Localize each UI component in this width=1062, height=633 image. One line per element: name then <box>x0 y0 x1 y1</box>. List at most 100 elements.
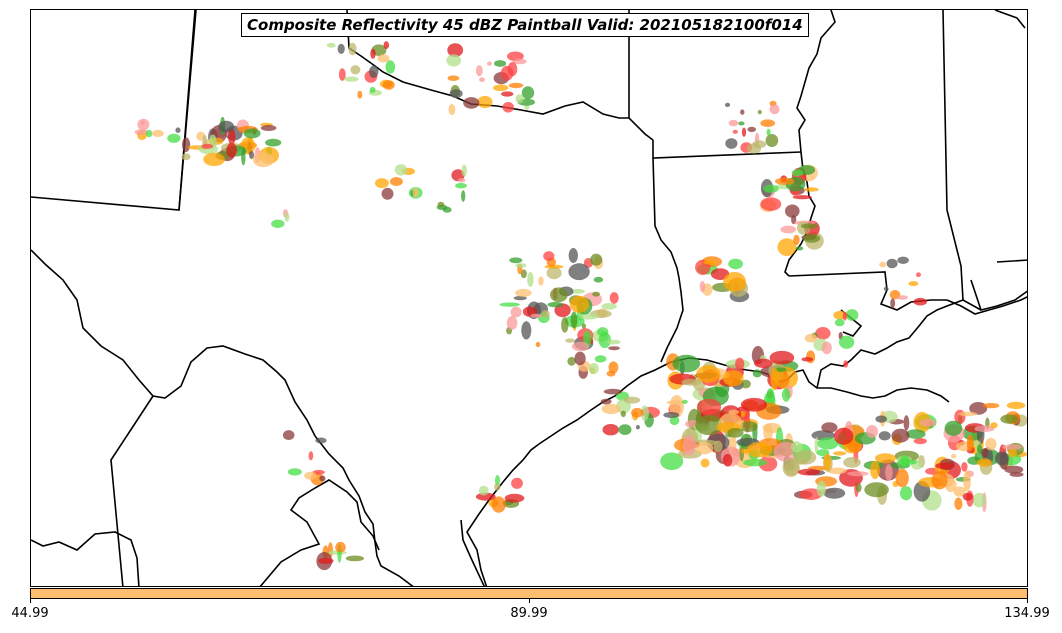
reflectivity-blob <box>682 399 688 404</box>
reflectivity-blob <box>833 451 847 456</box>
reflectivity-blob <box>740 379 751 389</box>
reflectivity-blob <box>781 388 791 402</box>
reflectivity-blob <box>508 82 524 89</box>
reflectivity-blob <box>248 137 253 143</box>
reflectivity-blob <box>833 427 854 445</box>
reflectivity-blob <box>1000 414 1019 424</box>
reflectivity-blob <box>699 280 706 293</box>
reflectivity-blob <box>475 65 483 77</box>
reflectivity-blob <box>449 89 463 98</box>
reflectivity-blob <box>774 367 787 372</box>
reflectivity-blob <box>801 357 814 362</box>
reflectivity-blob <box>590 253 603 266</box>
reflectivity-blob <box>369 65 379 78</box>
reflectivity-blob <box>228 128 236 146</box>
reflectivity-blob <box>318 557 334 565</box>
reflectivity-blob <box>760 197 782 211</box>
reflectivity-blob <box>547 301 564 308</box>
reflectivity-blob <box>495 475 500 486</box>
reflectivity-blob <box>512 58 527 65</box>
reflectivity-blob <box>442 206 452 213</box>
reflectivity-blob <box>631 407 644 418</box>
reflectivity-blob <box>568 248 578 263</box>
map-title: Composite Reflectivity 45 dBZ Paintball … <box>241 13 809 37</box>
reflectivity-blob <box>908 281 919 287</box>
reflectivity-blob <box>335 541 346 553</box>
reflectivity-blob <box>574 351 586 366</box>
reflectivity-blob <box>769 104 780 115</box>
reflectivity-blob <box>896 295 908 300</box>
reflectivity-blob <box>839 335 855 349</box>
reflectivity-blob <box>181 153 191 161</box>
reflectivity-blob <box>799 488 823 501</box>
reflectivity-blob <box>874 453 896 464</box>
reflectivity-blob <box>475 492 496 501</box>
reflectivity-blob <box>804 333 818 343</box>
reflectivity-blob <box>478 485 489 496</box>
reflectivity-blob <box>345 555 365 562</box>
reflectivity-blob <box>870 460 880 480</box>
reflectivity-blob <box>375 178 389 189</box>
reflectivity-blob <box>571 341 590 352</box>
reflectivity-blob <box>593 276 604 283</box>
reflectivity-blob <box>491 496 506 513</box>
reflectivity-blob <box>501 91 514 97</box>
reflectivity-blob <box>931 471 948 490</box>
reflectivity-blob <box>515 263 527 268</box>
reflectivity-blob <box>509 257 523 264</box>
reflectivity-blob <box>823 453 832 471</box>
reflectivity-blob <box>792 195 812 200</box>
reflectivity-blob <box>461 190 466 202</box>
reflectivity-blob <box>175 127 181 133</box>
reflectivity-blob <box>966 434 974 452</box>
reflectivity-blob <box>951 454 957 459</box>
reflectivity-blob <box>550 287 568 303</box>
reflectivity-blob <box>682 434 696 456</box>
reflectivity-blob <box>891 428 910 443</box>
reflectivity-blob <box>640 405 649 421</box>
reflectivity-blob <box>394 164 408 176</box>
reflectivity-blob <box>804 187 819 192</box>
reflectivity-blob <box>843 360 849 368</box>
reflectivity-blob <box>243 128 261 139</box>
reflectivity-blob <box>757 109 762 115</box>
reflectivity-blob <box>728 258 743 270</box>
reflectivity-blob <box>784 461 800 476</box>
reflectivity-blob <box>385 60 396 74</box>
reflectivity-blob <box>1008 448 1017 458</box>
reflectivity-blob <box>344 76 359 82</box>
reflectivity-blob <box>437 201 445 208</box>
reflectivity-blob <box>890 298 896 309</box>
reflectivity-blob <box>703 259 716 265</box>
reflectivity-blob <box>725 138 738 149</box>
reflectivity-blob <box>602 424 619 436</box>
reflectivity-blobs <box>134 41 1027 571</box>
reflectivity-blob <box>315 437 327 444</box>
reflectivity-blob <box>763 184 779 193</box>
reflectivity-blob <box>995 451 1009 466</box>
reflectivity-blob <box>660 452 684 471</box>
reflectivity-blob <box>976 458 992 467</box>
reflectivity-blob <box>381 187 394 200</box>
reflectivity-blob <box>886 258 898 269</box>
reflectivity-blob <box>326 42 336 48</box>
reflectivity-blob <box>695 441 714 455</box>
reflectivity-blob <box>226 142 237 158</box>
reflectivity-blob <box>203 152 226 166</box>
reflectivity-blob <box>903 415 910 431</box>
reflectivity-blob <box>780 225 797 234</box>
reflectivity-blob <box>945 478 957 492</box>
reflectivity-blob <box>695 415 723 436</box>
reflectivity-blob <box>338 68 346 81</box>
reflectivity-blob <box>618 424 632 435</box>
reflectivity-blob <box>620 410 626 417</box>
reflectivity-blob <box>530 313 543 318</box>
reflectivity-blob <box>492 84 509 92</box>
reflectivity-blob <box>739 421 758 432</box>
reflectivity-blob <box>252 152 275 168</box>
reflectivity-blob <box>357 90 363 99</box>
reflectivity-blob <box>350 65 361 75</box>
reflectivity-blob <box>499 302 520 307</box>
reflectivity-blob <box>515 288 532 297</box>
reflectivity-blob <box>167 133 181 143</box>
